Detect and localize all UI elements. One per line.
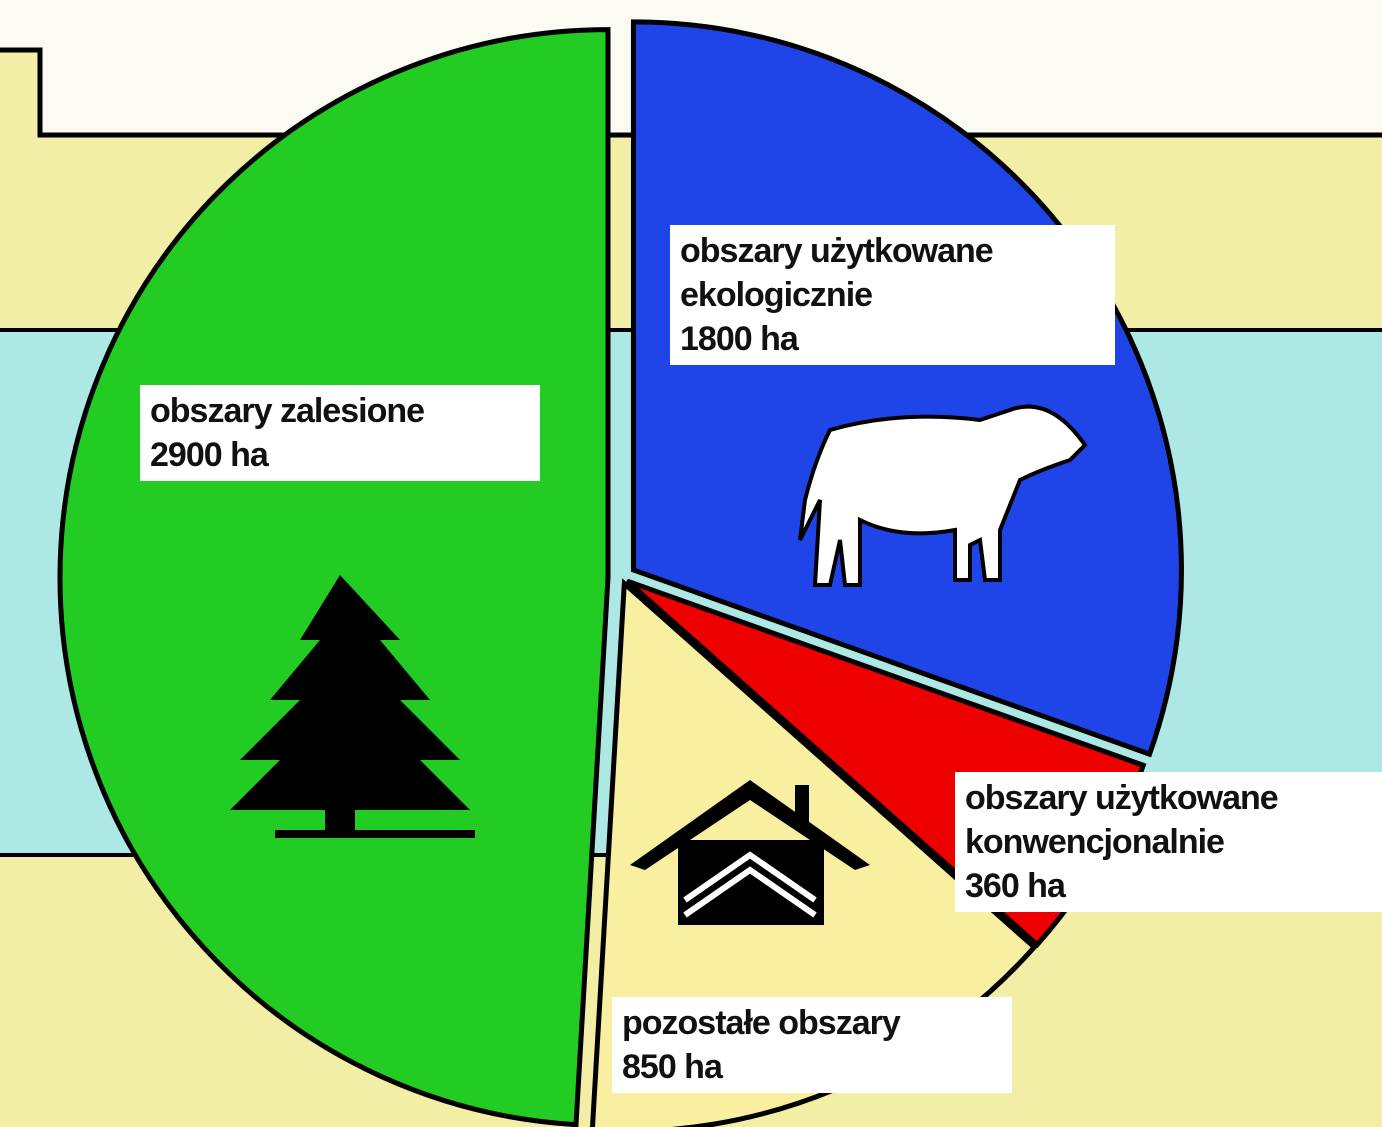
slice-name: obszary użytkowane konwencjonalnie	[965, 779, 1279, 861]
slice-name: obszary użytkowane ekologicznie	[680, 232, 994, 314]
slice-label: obszary użytkowane konwencjonalnie 360 ha	[955, 772, 1382, 912]
slice-name: pozostałe obszary	[622, 1004, 901, 1042]
slice-value: 850 ha	[622, 1048, 723, 1086]
slice-value: 2900 ha	[150, 436, 269, 474]
slice-name: obszary zalesione	[150, 392, 425, 430]
cow-icon	[798, 404, 1088, 587]
slice-value: 360 ha	[965, 867, 1066, 905]
slice-label: obszary zalesione 2900 ha	[140, 385, 540, 481]
pie-slice	[57, 27, 611, 1127]
background-band	[0, 0, 40, 50]
house-icon	[630, 780, 870, 925]
slice-label: pozostałe obszary 850 ha	[612, 997, 1012, 1093]
tree-icon	[230, 575, 475, 838]
slice-label: obszary użytkowane ekologicznie 1800 ha	[670, 225, 1115, 365]
slice-value: 1800 ha	[680, 320, 799, 358]
